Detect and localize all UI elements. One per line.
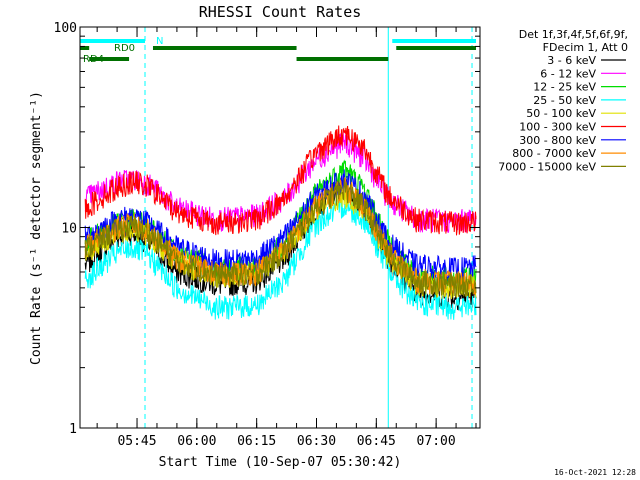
legend-label-2: 12 - 25 keV [533, 81, 596, 94]
y-axis-label: Count Rate (s⁻¹ detector segment⁻¹) [29, 91, 44, 365]
attenuator-label-0: N [156, 36, 163, 47]
legend: Det 1f,3f,4f,5f,6f,9f, FDecim 1, Att 0 3… [498, 28, 628, 173]
series-line-8 [84, 178, 477, 298]
legend-label-1: 6 - 12 keV [540, 67, 596, 80]
axes: 1 10 100 05:45 06:00 06:15 06:30 06:45 07:00 [54, 21, 481, 449]
x-tick-label-5: 07:00 [417, 434, 456, 449]
x-tick-label-0: 05:45 [117, 434, 156, 449]
series-lines [84, 125, 477, 320]
x-tick-label-2: 06:15 [237, 434, 276, 449]
legend-label-4: 50 - 100 keV [526, 107, 596, 120]
legend-label-6: 300 - 800 keV [519, 134, 596, 147]
x-axis-label: Start Time (10-Sep-07 05:30:42) [159, 455, 402, 470]
attenuator-label-1: RD0 [114, 43, 135, 54]
x-tick-label-4: 06:45 [357, 434, 396, 449]
legend-label-3: 25 - 50 keV [533, 94, 596, 107]
legend-header-line-2: FDecim 1, Att 0 [543, 41, 628, 54]
footer-timestamp: 16-Oct-2021 12:28 [554, 468, 636, 477]
legend-label-7: 800 - 7000 keV [512, 147, 596, 160]
series-line-6 [84, 169, 477, 282]
y-tick-label-2: 100 [54, 21, 77, 36]
series-line-5 [84, 125, 477, 236]
attenuator-label-2: RD4 [83, 54, 104, 65]
legend-label-5: 100 - 300 keV [519, 121, 596, 134]
x-tick-label-3: 06:30 [297, 434, 336, 449]
y-tick-label-0: 1 [69, 422, 77, 437]
chart-title: RHESSI Count Rates [199, 3, 362, 21]
y-tick-label-1: 10 [61, 222, 77, 237]
x-tick-label-1: 06:00 [177, 434, 216, 449]
legend-label-0: 3 - 6 keV [547, 54, 596, 67]
legend-label-8: 7000 - 15000 keV [498, 160, 596, 173]
legend-header-line-1: Det 1f,3f,4f,5f,6f,9f, [519, 28, 628, 41]
attenuator-bars: N RD0 RD4 [80, 36, 477, 65]
